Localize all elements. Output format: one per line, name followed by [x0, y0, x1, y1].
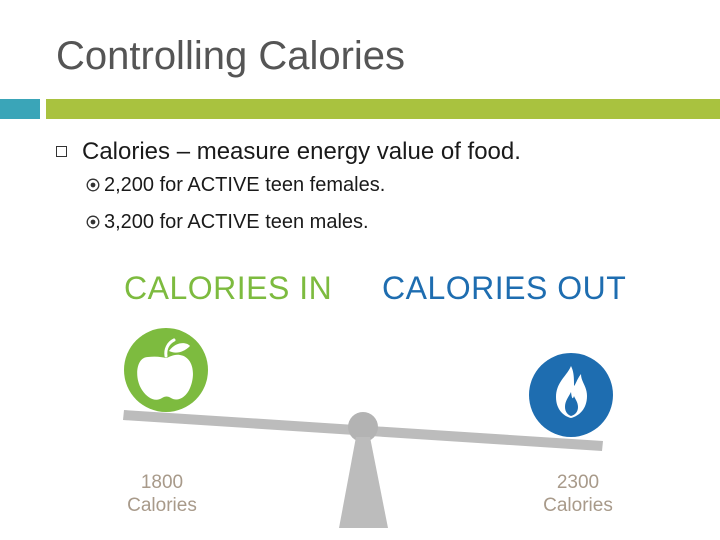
amount-value: 2300: [556, 472, 600, 493]
amount-value: 1800: [140, 472, 184, 493]
calories-out-label: CALORIES OUT: [382, 270, 627, 306]
sub-bullet-text: 3,200 for ACTIVE teen males.: [104, 211, 369, 233]
title-rule: [46, 99, 720, 119]
scale-pivot: [348, 412, 378, 442]
main-bullet-text: Calories – measure energy value of food.: [82, 138, 521, 165]
amount-unit: Calories: [543, 495, 613, 516]
slide-title: Controlling Calories: [56, 34, 406, 78]
calories-in-label: CALORIES IN: [124, 270, 333, 306]
target-bullet-icon: [86, 178, 100, 192]
scale-stand: [339, 437, 388, 528]
target-bullet-icon: [86, 215, 100, 229]
calories-in-amount: 1800 Calories: [112, 471, 212, 517]
calories-out-amount: 2300 Calories: [528, 471, 628, 517]
amount-unit: Calories: [127, 495, 197, 516]
sub-bullet: 2,200 for ACTIVE teen females.: [86, 174, 385, 197]
flame-icon: [529, 353, 613, 437]
title-rule-accent: [0, 99, 40, 119]
sub-bullet: 3,200 for ACTIVE teen males.: [86, 211, 369, 234]
square-bullet-icon: [56, 146, 67, 157]
sub-bullet-text: 2,200 for ACTIVE teen females.: [104, 174, 386, 196]
apple-icon: [124, 328, 208, 412]
